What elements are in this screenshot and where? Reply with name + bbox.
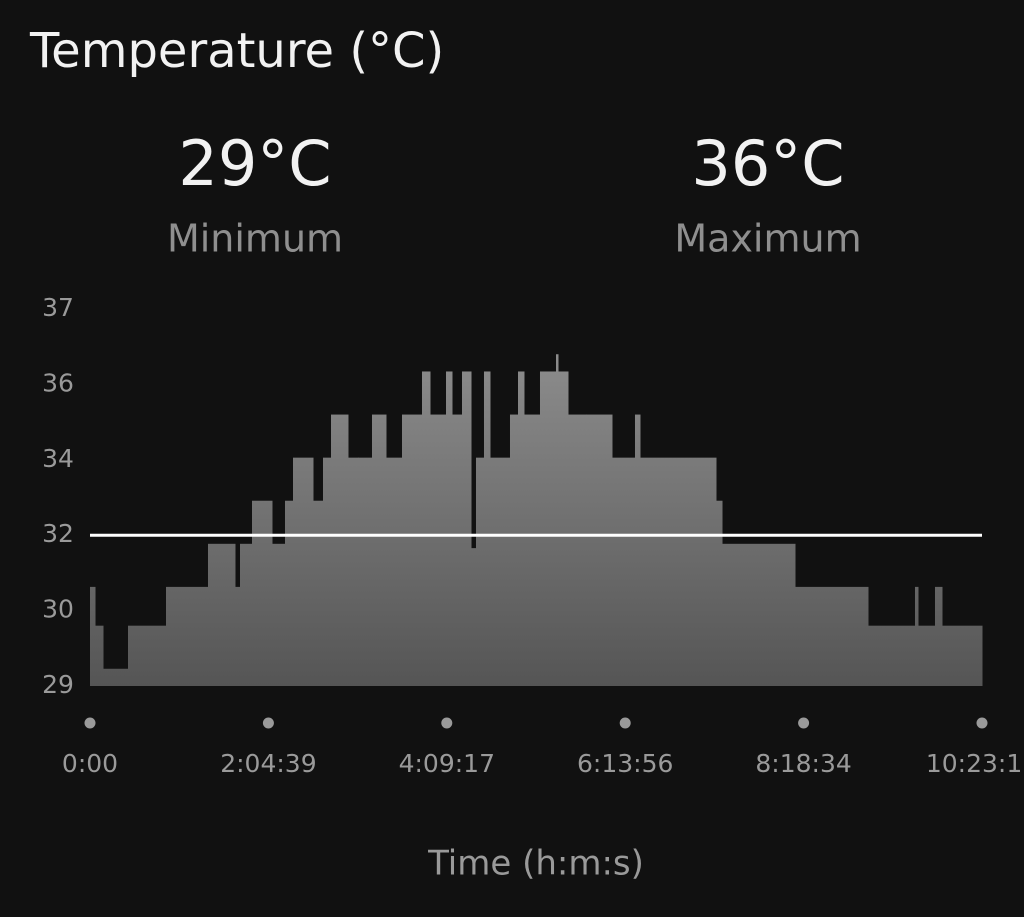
area-step: [347, 457, 359, 686]
area-step: [358, 457, 373, 686]
area-step: [312, 500, 324, 686]
area-step: [421, 371, 431, 686]
area-step: [401, 414, 423, 686]
area-step: [558, 371, 569, 686]
title: Temperature (°C): [29, 23, 444, 79]
area-step: [539, 371, 557, 686]
area-step: [585, 414, 613, 686]
area-step: [795, 586, 869, 686]
area-step: [611, 457, 636, 686]
area-step: [917, 625, 936, 686]
x-tick-dot: [798, 717, 810, 729]
area-step: [271, 543, 286, 686]
area-step: [234, 586, 241, 686]
area-step: [715, 500, 723, 686]
area-step: [322, 457, 332, 686]
area-step: [239, 543, 253, 686]
area-step: [331, 414, 349, 686]
area-step: [941, 625, 983, 686]
area-step: [568, 414, 587, 686]
area-step: [722, 543, 796, 686]
area-step: [446, 371, 453, 686]
y-tick-label: 37: [42, 293, 74, 322]
area-step: [471, 548, 477, 686]
area-step: [934, 586, 943, 686]
stat-label: Maximum: [674, 217, 861, 261]
y-tick-label: 30: [42, 595, 74, 624]
x-tick-label: 4:09:17: [399, 749, 495, 778]
area-step: [461, 371, 472, 686]
area-step: [95, 625, 104, 686]
area-step: [634, 414, 641, 686]
x-tick-label: 0:00: [62, 749, 118, 778]
area-step: [509, 414, 519, 686]
area-step: [639, 457, 717, 686]
area-step: [128, 625, 167, 686]
x-tick-label: 8:18:34: [755, 749, 851, 778]
area-step: [451, 414, 463, 686]
x-tick-dot: [441, 717, 453, 729]
x-tick-label: 2:04:39: [220, 749, 316, 778]
area-step: [475, 457, 485, 686]
y-tick-label: 32: [42, 519, 74, 548]
area-step: [914, 586, 919, 686]
area-step: [293, 457, 314, 686]
x-tick-dot: [976, 717, 988, 729]
y-tick-label: 36: [42, 368, 74, 397]
x-tick-dot: [262, 717, 274, 729]
stat-value: 36°C: [691, 127, 844, 200]
y-tick-label: 34: [42, 444, 74, 473]
stat-value: 29°C: [178, 127, 331, 200]
area-step: [518, 371, 525, 686]
area-step: [489, 457, 511, 686]
stat-label: Minimum: [167, 217, 343, 261]
x-tick-label: 6:13:56: [577, 749, 673, 778]
x-tick-dot: [619, 717, 631, 729]
x-tick-dot: [84, 717, 96, 729]
area-step: [430, 414, 447, 686]
area-step: [385, 457, 403, 686]
area-step: [371, 414, 387, 686]
x-tick-label: 10:23:13: [926, 749, 1024, 778]
area-step: [523, 414, 541, 686]
area-step: [166, 586, 209, 686]
area-step: [90, 586, 96, 686]
y-tick-label: 29: [42, 670, 74, 699]
plot: 29 30 32 34 36 37 0:00 2:04:39 4:09:17 6:13:56 8:1…: [42, 293, 1024, 778]
area-step: [207, 543, 236, 686]
area-step: [251, 500, 273, 686]
area-step: [103, 668, 129, 686]
area-step: [483, 371, 491, 686]
x-axis-title: Time (h:m:s): [427, 844, 644, 884]
area-step: [867, 625, 916, 686]
area-step: [284, 500, 294, 686]
area-step: [556, 354, 559, 686]
